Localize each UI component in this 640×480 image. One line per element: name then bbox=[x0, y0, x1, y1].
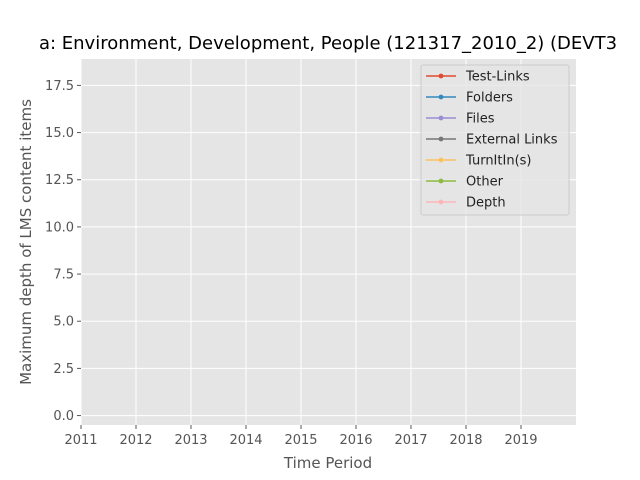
y-tick-label: 2.5 bbox=[53, 362, 74, 377]
legend-frame bbox=[420, 64, 570, 216]
x-axis-ticks: 2011 2012 2013 2014 2015 2016 2017 2018 2019 bbox=[64, 425, 538, 448]
y-tick-label: 0.0 bbox=[53, 409, 74, 424]
legend-label: TurnItIn(s) bbox=[465, 154, 531, 169]
y-tick-label: 12.5 bbox=[45, 173, 74, 188]
y-axis-ticks: 0.0 2.5 5.0 7.5 10.0 12.5 15.0 17.5 bbox=[45, 79, 81, 424]
x-axis-label: Time Period bbox=[283, 454, 372, 472]
x-tick-label: 2018 bbox=[449, 433, 482, 448]
x-tick-label: 2016 bbox=[339, 433, 372, 448]
y-tick-label: 10.0 bbox=[45, 220, 74, 235]
legend-marker-swatch bbox=[438, 115, 444, 121]
legend-item[interactable]: Test-Links bbox=[426, 70, 530, 85]
legend-label: Files bbox=[466, 112, 495, 127]
legend-label: Depth bbox=[466, 196, 506, 211]
x-tick-label: 2014 bbox=[229, 433, 262, 448]
chart-title: a: Environment, Development, People (121… bbox=[39, 33, 617, 54]
x-tick-label: 2011 bbox=[64, 433, 97, 448]
legend-marker-swatch bbox=[438, 178, 444, 184]
x-tick-label: 2012 bbox=[119, 433, 152, 448]
legend-item[interactable]: Depth bbox=[426, 196, 506, 211]
y-axis-label: Maximum depth of LMS content items bbox=[17, 99, 35, 385]
y-tick-label: 15.0 bbox=[45, 126, 74, 141]
legend-marker-swatch bbox=[438, 157, 444, 163]
y-tick-label: 17.5 bbox=[45, 79, 74, 94]
legend-label: Other bbox=[466, 175, 504, 190]
legend-item[interactable]: TurnItIn(s) bbox=[426, 154, 531, 169]
y-tick-label: 7.5 bbox=[53, 268, 74, 283]
legend[interactable]: Test-Links Folders Files External Links Turn… bbox=[420, 64, 570, 216]
legend-label: External Links bbox=[466, 133, 558, 148]
legend-label: Folders bbox=[466, 91, 513, 106]
legend-item[interactable]: Files bbox=[426, 112, 495, 127]
legend-item[interactable]: External Links bbox=[426, 133, 558, 148]
legend-item[interactable]: Folders bbox=[426, 91, 513, 106]
legend-marker-swatch bbox=[438, 199, 444, 205]
legend-label: Test-Links bbox=[465, 70, 530, 85]
legend-marker-swatch bbox=[438, 73, 444, 79]
legend-marker-swatch bbox=[438, 94, 444, 100]
legend-item[interactable]: Other bbox=[426, 175, 504, 190]
x-tick-label: 2019 bbox=[504, 433, 537, 448]
x-tick-label: 2013 bbox=[174, 433, 207, 448]
x-tick-label: 2017 bbox=[394, 433, 427, 448]
y-tick-label: 5.0 bbox=[53, 315, 74, 330]
legend-marker-swatch bbox=[438, 136, 444, 142]
x-tick-label: 2015 bbox=[284, 433, 317, 448]
